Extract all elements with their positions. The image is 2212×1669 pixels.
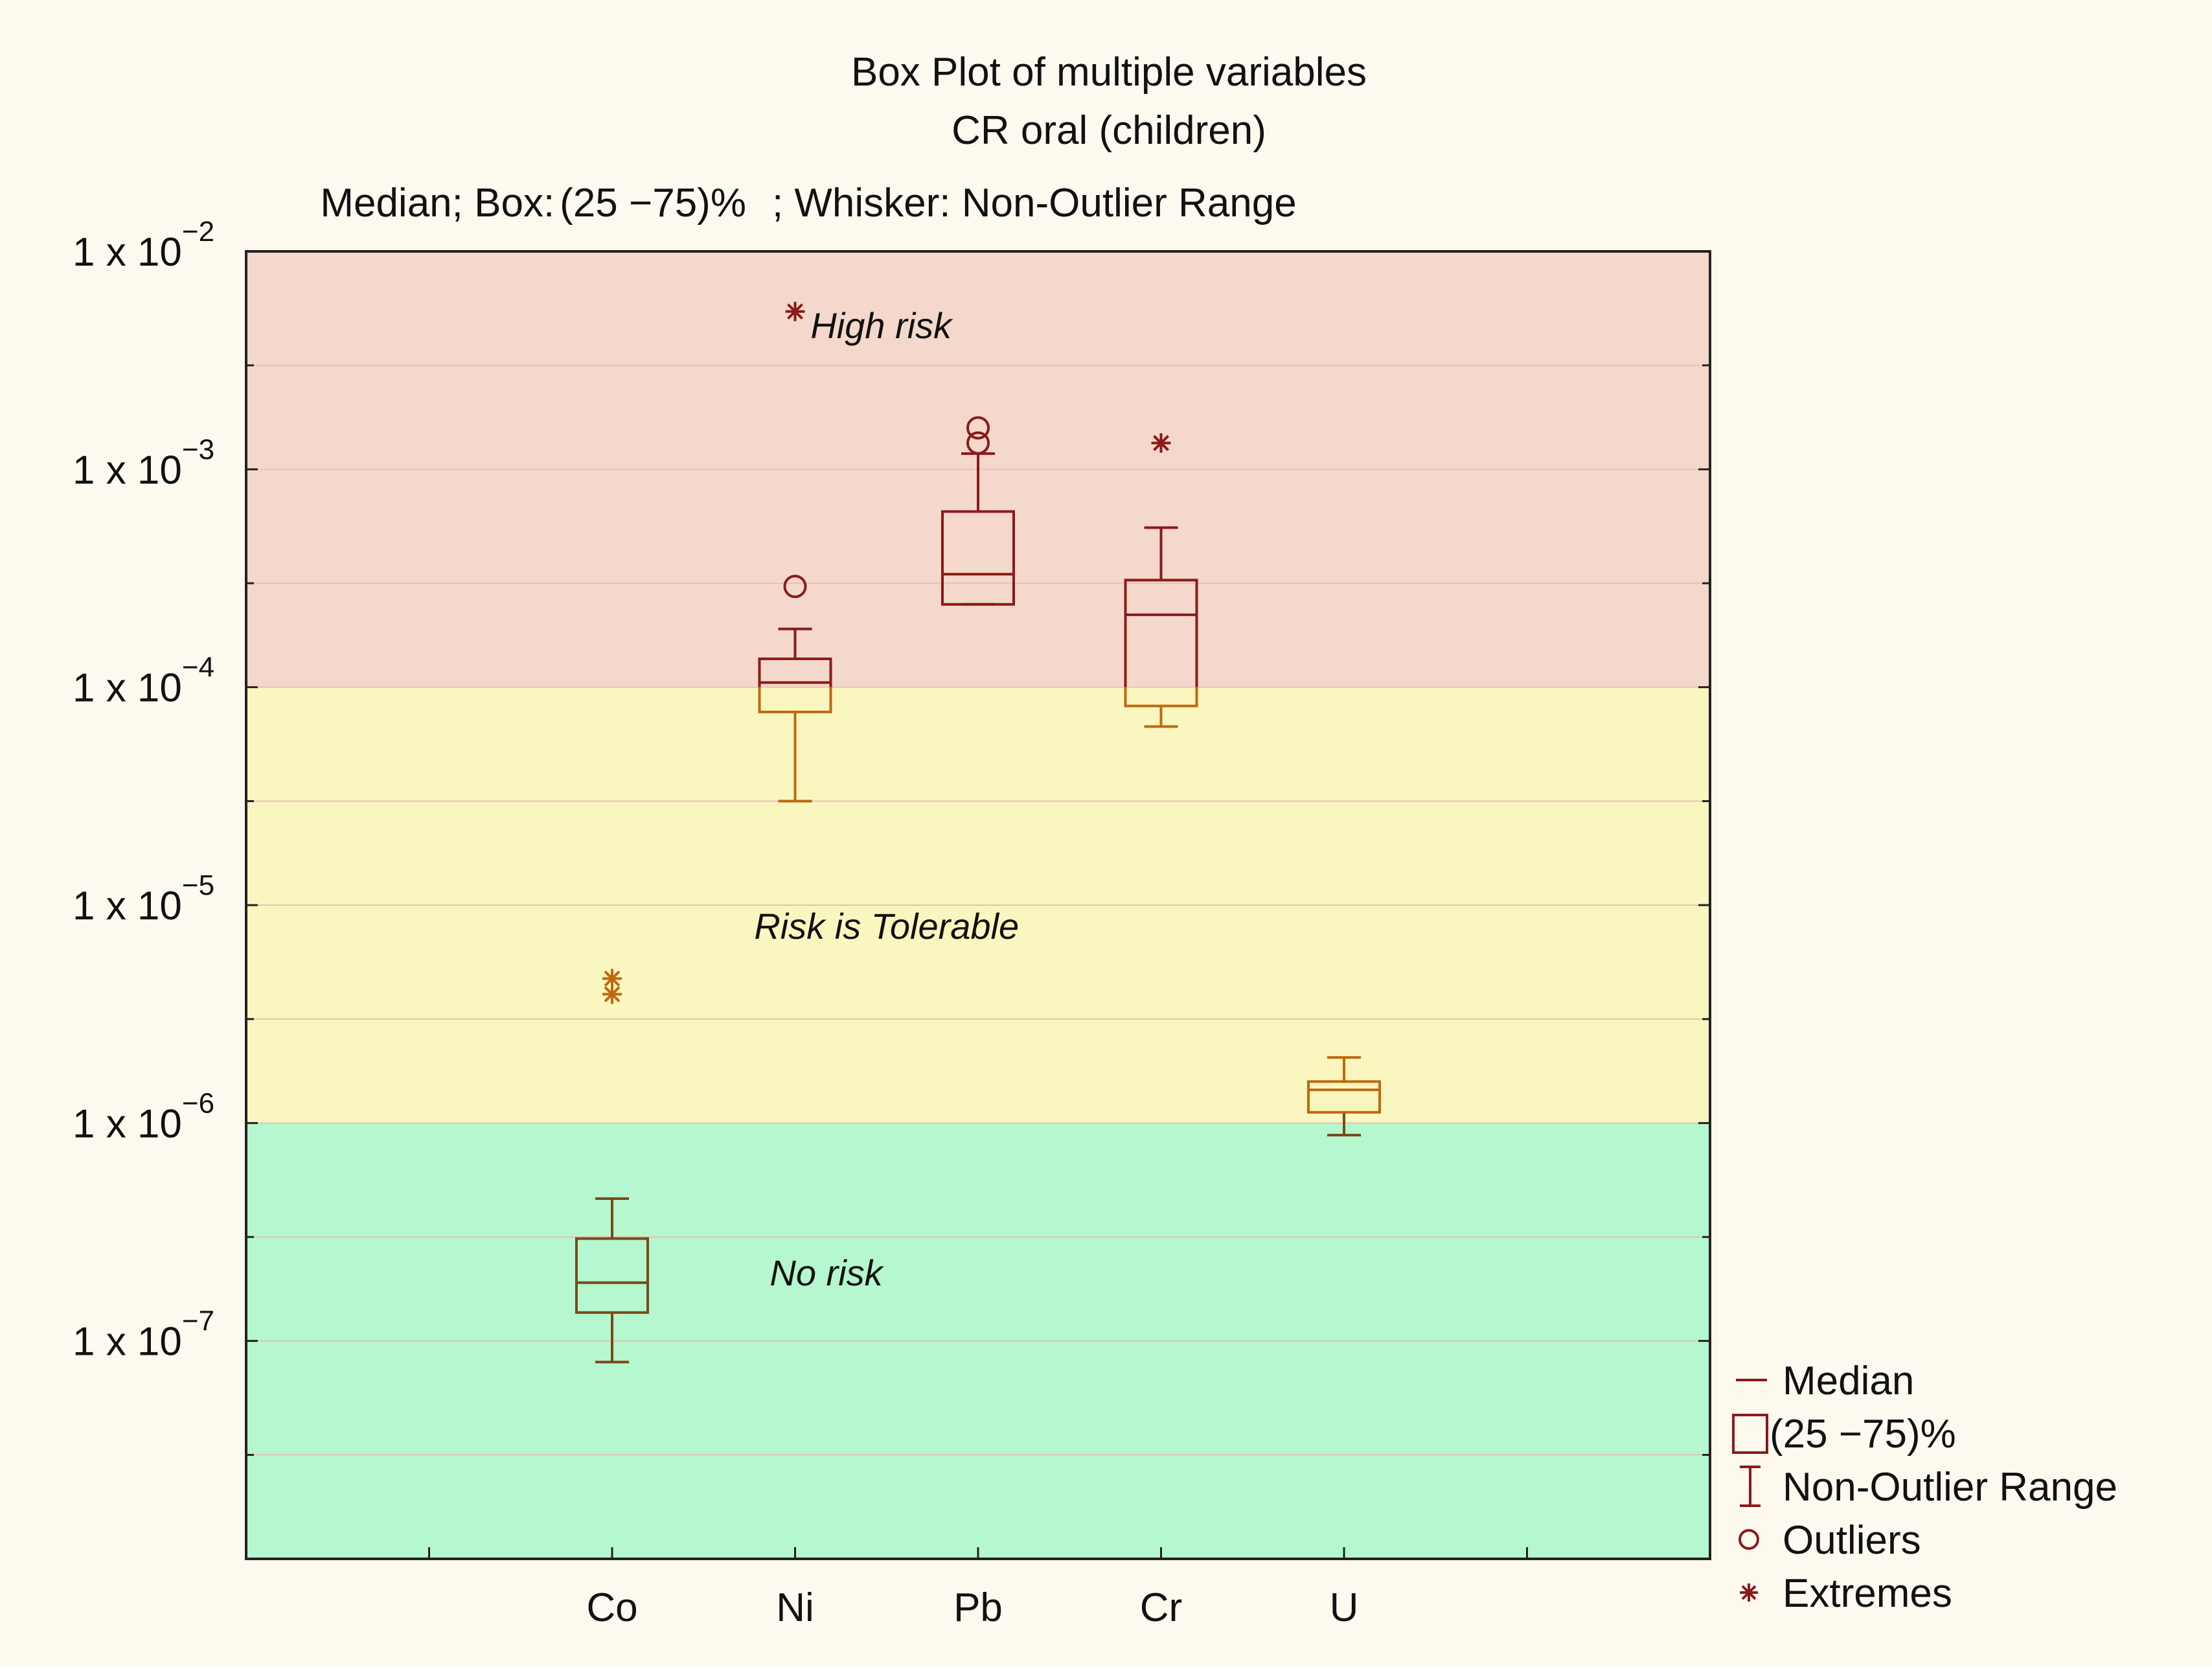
risk-zone-label: High risk (810, 305, 953, 346)
legend-label: Non-Outlier Range (1783, 1465, 2117, 1510)
extreme-stroke (604, 971, 621, 987)
legend-label: Outliers (1783, 1518, 1921, 1563)
extreme-stroke (787, 303, 803, 320)
chart-caption: Median; Box: (25 −75)% ; Whisker: Non-Outl… (320, 181, 1296, 225)
outlier-point (966, 416, 990, 440)
y-tick-exponent: −7 (182, 1306, 214, 1337)
legend-item-extreme: Extremes (1740, 1571, 1952, 1616)
caption-range: (25 −75)% (560, 181, 746, 225)
box-cr (1124, 433, 1198, 728)
x-tick-label: Ni (776, 1585, 814, 1630)
risk-zone-label: Risk is Tolerable (754, 906, 1019, 947)
box-iqr-upper (1124, 579, 1198, 687)
x-tick-label: Co (586, 1585, 637, 1630)
box-iqr (941, 510, 1015, 606)
box-iqr-lower (1124, 687, 1198, 708)
chart-subtitle: CR oral (children) (952, 108, 1266, 153)
y-tick-exponent: −4 (182, 652, 214, 684)
legend-item-outlier: Outliers (1739, 1518, 1921, 1563)
legend-label: Extremes (1783, 1571, 1952, 1616)
y-tick-exponent: −3 (182, 433, 214, 465)
legend-label: (25 −75)% (1770, 1412, 1956, 1456)
x-tick-label: Cr (1140, 1585, 1182, 1630)
axis-ticks (246, 250, 1710, 1560)
y-tick-exponent: −5 (182, 869, 214, 901)
legend-extreme-symbol (1740, 1583, 1758, 1602)
box-series (575, 301, 1381, 1364)
y-tick-exponent: −6 (182, 1087, 214, 1119)
risk-zone-label: No risk (770, 1252, 884, 1293)
box-iqr-lower (758, 687, 832, 713)
box-ni (758, 301, 832, 803)
outlier-point (783, 575, 807, 599)
legend-label: Median (1783, 1359, 1914, 1403)
box-u (1307, 1056, 1381, 1137)
x-tick-label: U (1330, 1585, 1359, 1630)
box-iqr-upper (758, 657, 832, 687)
extreme-stroke (1741, 1585, 1757, 1600)
risk-zone-labels: High risk Risk is Tolerable No risk (754, 305, 1019, 1293)
legend-outlier-symbol (1739, 1529, 1759, 1550)
x-axis-labels: Co Ni Pb Cr U (586, 1585, 1358, 1630)
caption-median: Median; Box: (320, 181, 554, 225)
extreme-point (785, 301, 805, 321)
y-tick-exponent: −2 (182, 216, 214, 247)
legend-item-box: (25 −75)% (1732, 1412, 1956, 1456)
box-pb (941, 416, 1015, 606)
box-co (575, 969, 649, 1364)
legend-item-median: Median (1736, 1359, 1914, 1403)
legend-box-symbol (1732, 1414, 1768, 1454)
extreme-point (1151, 433, 1171, 453)
gridlines (246, 364, 1710, 1456)
legend: Median (25 −75)% Non-Outlier Range Outliers… (1732, 1359, 2117, 1616)
box-iqr (575, 1237, 649, 1314)
extreme-point (602, 984, 622, 1004)
outlier-point (966, 431, 990, 455)
extreme-stroke (1153, 435, 1169, 452)
extreme-stroke (604, 986, 621, 1002)
x-tick-label: Pb (953, 1585, 1003, 1630)
legend-item-whisker: Non-Outlier Range (1740, 1465, 2117, 1510)
caption-whisker: ; Whisker: Non-Outlier Range (772, 181, 1297, 225)
box-iqr (1307, 1080, 1381, 1114)
chart-title: Box Plot of multiple variables (851, 50, 1367, 95)
